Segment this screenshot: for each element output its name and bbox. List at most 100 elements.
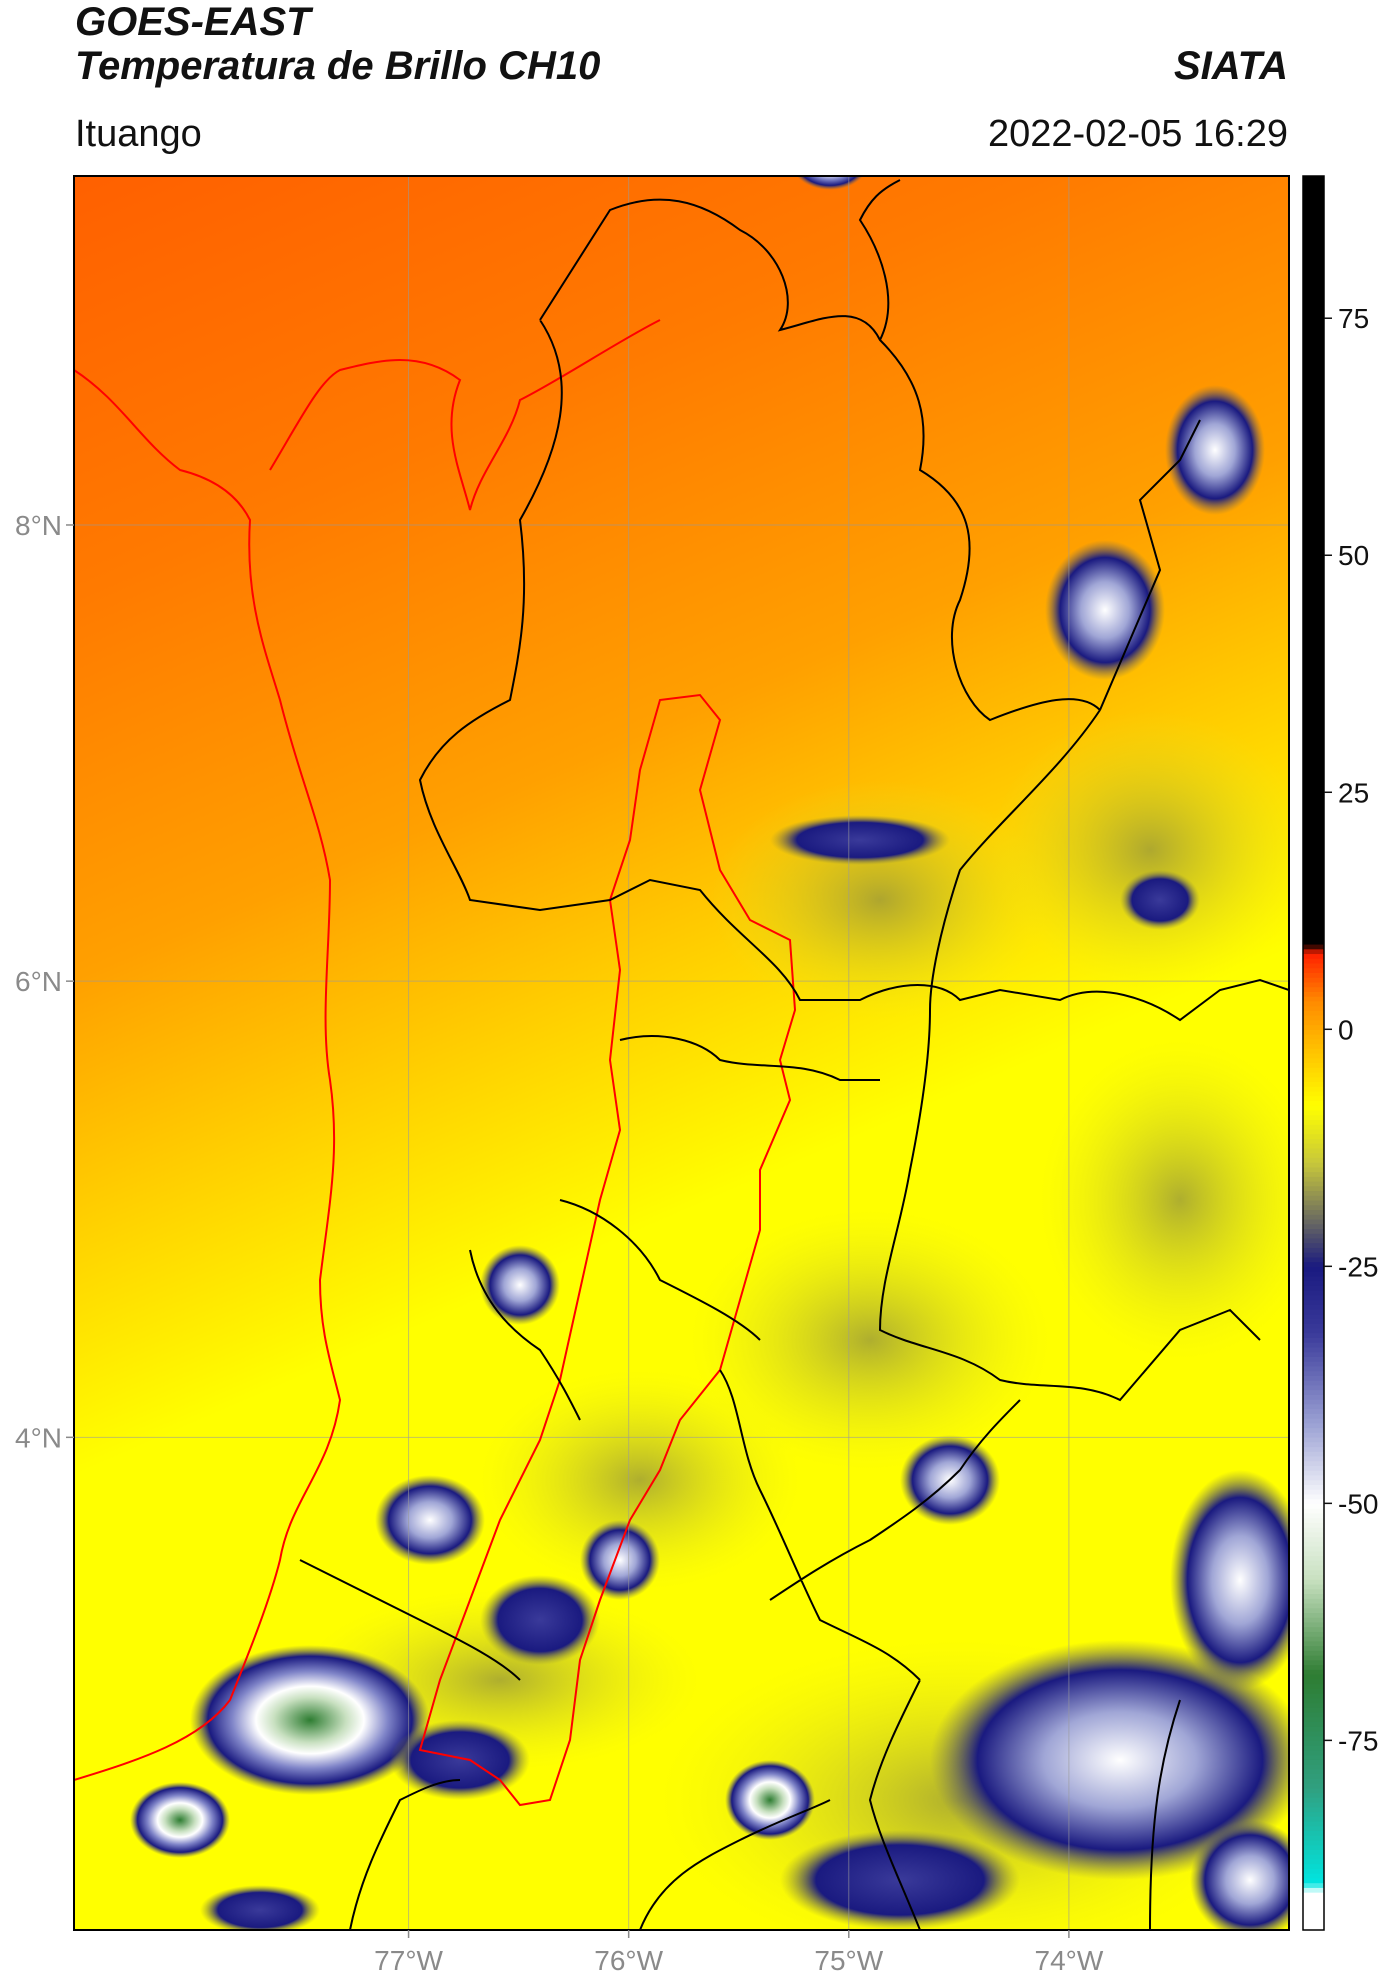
colorbar-tick-label: -75 xyxy=(1338,1725,1378,1756)
colorbar-segment xyxy=(1303,256,1324,262)
colorbar-segment xyxy=(1303,1389,1324,1395)
colorbar-tick-label: 75 xyxy=(1338,303,1369,334)
colorbar-segment xyxy=(1303,858,1324,864)
colorbar-segment xyxy=(1303,417,1324,424)
colorbar-segment xyxy=(1303,1915,1324,1922)
colorbar-segment xyxy=(1303,1911,1324,1917)
colorbar: 75 50 25 0 -25 -50 -75 xyxy=(1302,175,1378,1931)
colorbar-segment xyxy=(1303,1280,1324,1286)
colorbar-segment xyxy=(1303,327,1324,334)
lat-tick-label: 8°N xyxy=(15,510,62,541)
colorbar-segment xyxy=(1303,1470,1324,1476)
colorbar-ticks: 75 50 25 0 -25 -50 -75 xyxy=(1324,303,1378,1756)
colorbar-segment xyxy=(1303,1180,1324,1187)
colorbar-segment xyxy=(1303,811,1324,817)
colorbar-segment xyxy=(1303,1721,1324,1727)
colorbar-segment xyxy=(1303,408,1324,414)
brand-label: SIATA xyxy=(1173,44,1288,88)
colorbar-segment xyxy=(1303,1432,1324,1438)
colorbar-segment xyxy=(1303,1797,1324,1803)
colorbar-segment xyxy=(1303,1313,1324,1320)
colorbar-segment xyxy=(1303,910,1324,917)
colorbar-segment xyxy=(1303,1057,1324,1064)
colorbar-segment xyxy=(1303,247,1324,253)
colorbar-segment xyxy=(1303,308,1324,315)
colorbar-segment xyxy=(1303,1735,1324,1741)
colorbar-segment xyxy=(1303,1574,1324,1580)
colorbar-segment xyxy=(1303,398,1324,405)
colorbar-segment xyxy=(1303,1607,1324,1613)
colorbar-segment xyxy=(1303,1418,1324,1424)
colorbar-segment xyxy=(1303,607,1324,613)
longitude-tick-labels: 77°W 76°W 75°W 74°W xyxy=(374,1930,1104,1976)
colorbar-segment xyxy=(1303,1697,1324,1704)
colorbar-segment xyxy=(1303,1199,1324,1206)
colorbar-segment xyxy=(1303,782,1324,789)
colorbar-segment xyxy=(1303,1527,1324,1533)
colorbar-segment xyxy=(1303,574,1324,580)
colorbar-segment xyxy=(1303,1640,1324,1647)
colorbar-segment xyxy=(1303,759,1324,765)
colorbar-segment xyxy=(1303,915,1324,921)
colorbar-segment xyxy=(1303,289,1324,296)
colorbar-segment xyxy=(1303,1702,1324,1708)
colorbar-segment xyxy=(1303,1081,1324,1087)
colorbar-segment xyxy=(1303,522,1324,528)
colorbar-segment xyxy=(1303,996,1324,1002)
colorbar-segment xyxy=(1303,872,1324,879)
colorbar-segment xyxy=(1303,1133,1324,1139)
basin-outline xyxy=(418,693,797,1807)
colorbar-segment xyxy=(1303,792,1324,798)
chart-title: GOES-EAST xyxy=(75,0,311,44)
colorbar-segment xyxy=(1303,754,1324,760)
colorbar-segment xyxy=(1303,1147,1324,1154)
colorbar-segment xyxy=(1303,1844,1324,1851)
colorbar-segment xyxy=(1303,1247,1324,1253)
colorbar-segment xyxy=(1303,1100,1324,1106)
colorbar-segment xyxy=(1303,1176,1324,1182)
colorbar-segment xyxy=(1303,877,1324,883)
colorbar-segment xyxy=(1303,1204,1324,1211)
colorbar-segment xyxy=(1303,1716,1324,1723)
colorbar-segment xyxy=(1303,977,1324,983)
colorbar-segment xyxy=(1303,1768,1324,1775)
colorbar-segment xyxy=(1303,1252,1324,1258)
department-boundaries xyxy=(299,179,1289,1930)
colorbar-segment xyxy=(1303,1555,1324,1561)
colorbar-segment xyxy=(1303,441,1324,447)
colorbar-segment xyxy=(1303,204,1324,210)
colorbar-segment xyxy=(1303,678,1324,684)
colorbar-segment xyxy=(1303,578,1324,585)
colorbar-segment xyxy=(1303,427,1324,433)
colorbar-segment xyxy=(1303,1290,1324,1296)
colorbar-tick-label: -25 xyxy=(1338,1251,1378,1282)
colorbar-segment xyxy=(1303,545,1324,552)
colorbar-segment xyxy=(1303,849,1324,855)
colorbar-segment xyxy=(1303,1029,1324,1035)
colorbar-segment xyxy=(1303,176,1324,182)
colorbar-segment xyxy=(1303,1650,1324,1656)
colorbar-segment xyxy=(1303,1664,1324,1670)
colorbar-segment xyxy=(1303,1711,1324,1718)
colorbar-segment xyxy=(1303,1792,1324,1798)
colorbar-tick-label: -50 xyxy=(1338,1488,1378,1519)
colorbar-segment xyxy=(1303,1806,1324,1813)
colorbar-segment xyxy=(1303,1380,1324,1386)
lat-tick-label: 6°N xyxy=(15,966,62,997)
colorbar-segment xyxy=(1303,1754,1324,1760)
colorbar-segment xyxy=(1303,683,1324,689)
colorbar-segment xyxy=(1303,261,1324,267)
location-label: Ituango xyxy=(75,113,202,155)
colorbar-segment xyxy=(1303,1503,1324,1509)
colorbar-segment xyxy=(1303,986,1324,992)
colorbar-segment xyxy=(1303,1195,1324,1201)
colorbar-segment xyxy=(1303,1308,1324,1315)
colorbar-segment xyxy=(1303,635,1324,642)
colorbar-segment xyxy=(1303,735,1324,741)
colorbar-segment xyxy=(1303,1669,1324,1675)
colorbar-segment xyxy=(1303,650,1324,656)
colorbar-segment xyxy=(1303,322,1324,329)
colorbar-segment xyxy=(1303,692,1324,699)
lon-tick-label: 76°W xyxy=(594,1945,663,1976)
colorbar-segment xyxy=(1303,839,1324,846)
